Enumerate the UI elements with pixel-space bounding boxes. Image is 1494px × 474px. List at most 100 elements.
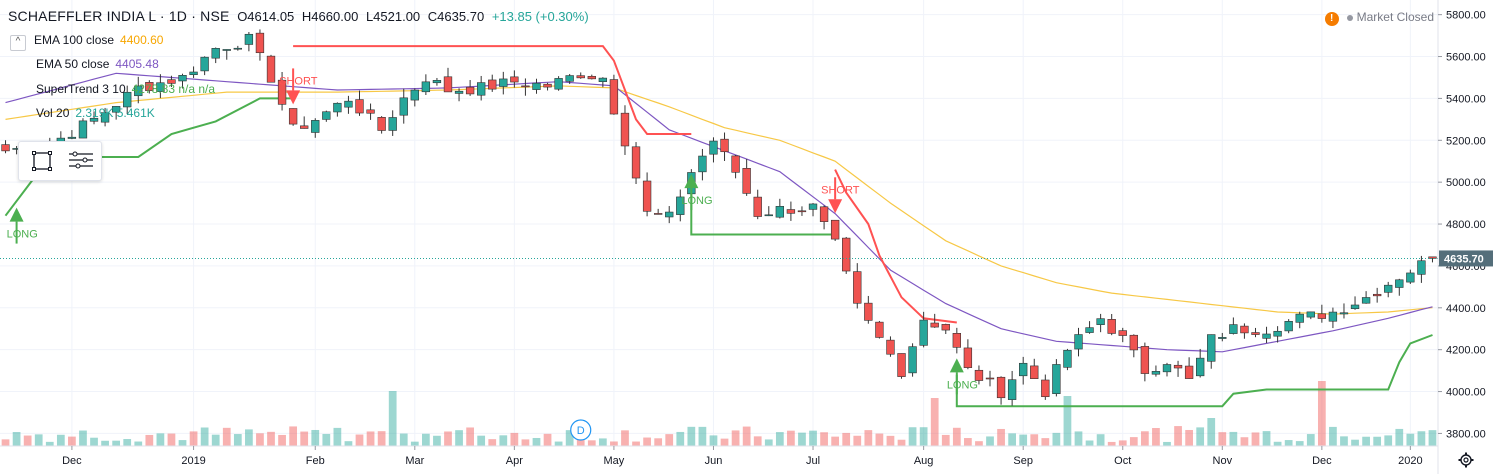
volume-bar <box>23 435 32 446</box>
candle <box>1395 279 1404 288</box>
price-tick-label: 5400.00 <box>1446 93 1486 105</box>
volume-bar <box>134 441 143 446</box>
time-tick-label: Mar <box>405 455 424 467</box>
volume-bar <box>886 435 895 446</box>
price-tick-label: 4800.00 <box>1446 219 1486 231</box>
dividend-marker-label: D <box>577 425 585 437</box>
volume-bar <box>665 434 674 446</box>
candle <box>819 206 829 222</box>
candle <box>886 339 895 355</box>
candle <box>1140 346 1150 374</box>
volume-bar <box>1218 432 1227 446</box>
volume-bar <box>1251 432 1260 446</box>
candle <box>200 56 209 72</box>
volume-bar <box>775 432 784 446</box>
legend-supertrend[interactable]: SuperTrend 3 10 4278.83 n/a n/a <box>36 82 215 96</box>
candle <box>410 89 419 101</box>
volume-bar <box>333 427 342 446</box>
time-tick-label: Sep <box>1013 455 1033 467</box>
volume-bar <box>1085 440 1094 446</box>
volume-bar <box>1329 426 1337 446</box>
candle <box>742 168 751 194</box>
volume-bar <box>510 432 519 446</box>
volume-bar <box>1273 441 1282 446</box>
volume-bar <box>245 429 253 446</box>
volume-bar <box>1306 434 1315 446</box>
candle <box>952 333 961 348</box>
candle <box>1019 362 1028 377</box>
candle <box>211 48 220 59</box>
volume-bar <box>477 435 486 446</box>
legend-ema50[interactable]: EMA 50 close 4405.48 <box>36 57 159 71</box>
volume-bar <box>211 434 220 446</box>
candle <box>300 125 309 129</box>
candle <box>731 155 740 173</box>
collapse-legend-icon[interactable]: ^ <box>10 35 26 51</box>
candle <box>1306 311 1315 318</box>
rectangle-tool-icon[interactable] <box>31 150 53 172</box>
candle <box>1207 334 1216 362</box>
volume-bar <box>1140 431 1149 446</box>
candle <box>266 55 276 83</box>
time-tick-label: Feb <box>306 455 325 467</box>
candle <box>244 33 254 45</box>
last-price-label: 4635.70 <box>1444 253 1484 265</box>
market-status[interactable]: ! Market Closed <box>1324 10 1434 26</box>
volume-bar <box>820 432 828 446</box>
volume-bar <box>123 439 132 446</box>
candle <box>1096 318 1105 325</box>
candle <box>830 219 840 240</box>
volume-bar <box>45 441 54 446</box>
candle <box>1173 364 1183 369</box>
volume-bar <box>56 434 65 446</box>
volume-bar <box>964 438 972 446</box>
volume-bar <box>997 428 1005 446</box>
candle <box>808 203 818 210</box>
candle <box>1 144 10 152</box>
supertrend-up <box>4 97 294 217</box>
candle <box>554 78 563 90</box>
time-tick-label: Dec <box>1312 455 1332 467</box>
candle <box>1295 313 1304 323</box>
supertrend-up <box>955 334 1433 408</box>
legend-ema100-value: 4400.60 <box>120 33 164 47</box>
candle <box>333 102 342 113</box>
candle <box>676 196 685 215</box>
drawing-toolbar <box>18 141 102 181</box>
settings-lines-icon[interactable] <box>67 150 95 172</box>
candle <box>111 106 121 113</box>
volume-bar <box>233 434 242 446</box>
ohlc-close: C4635.70 <box>427 9 485 24</box>
legend-ema100[interactable]: ^ EMA 100 close 4400.60 <box>10 33 163 51</box>
volume-bar <box>267 431 275 446</box>
symbol-title[interactable]: SCHAEFFLER INDIA L · 1D · NSE <box>8 8 230 24</box>
gear-icon[interactable] <box>1458 452 1474 468</box>
volume-bar <box>68 436 76 446</box>
candle <box>388 117 397 131</box>
candle <box>598 77 608 82</box>
volume-bar <box>610 441 618 446</box>
candle <box>753 196 762 217</box>
volume-bar <box>421 433 430 446</box>
volume-bar <box>908 427 917 446</box>
time-tick-label: Aug <box>914 455 934 467</box>
candle <box>609 79 619 115</box>
candle <box>366 109 375 114</box>
candle <box>842 237 851 272</box>
short-arrow-icon <box>828 199 843 214</box>
candle <box>499 78 508 87</box>
volume-bar <box>919 427 928 446</box>
legend-volume[interactable]: Vol 20 2.319K 5.461K <box>36 106 155 120</box>
warning-icon[interactable]: ! <box>1324 12 1339 26</box>
volume-bar <box>79 430 87 446</box>
volume-bar <box>952 427 961 446</box>
candle <box>1384 284 1393 293</box>
candle <box>322 111 331 120</box>
volume-bar <box>543 433 552 446</box>
legend-volume-value: 2.319K 5.461K <box>75 106 155 120</box>
ohlc-high: H4660.00 <box>301 9 359 24</box>
price-tick-label: 4000.00 <box>1446 387 1486 399</box>
volume-bar <box>1019 434 1028 446</box>
